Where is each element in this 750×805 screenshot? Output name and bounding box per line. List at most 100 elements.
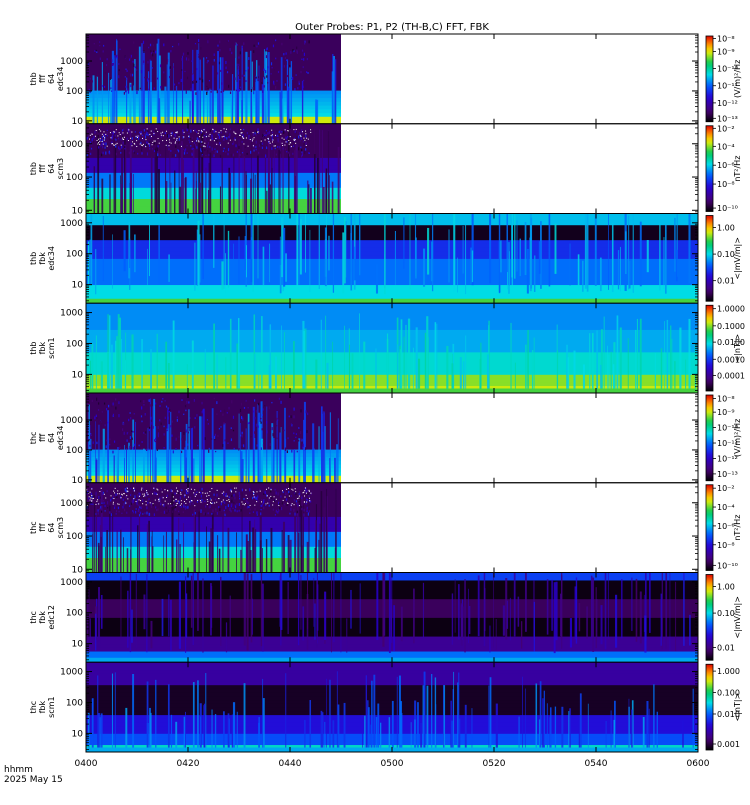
heatmap-streak [142, 51, 145, 124]
heatmap-white-dot [193, 492, 195, 494]
heatmap-row [86, 258, 698, 263]
heatmap-streak [97, 675, 99, 752]
panel-label-line: thc [29, 521, 38, 534]
heatmap-dot [127, 128, 129, 131]
heatmap-streak [236, 532, 237, 573]
heatmap-dot [159, 500, 162, 504]
heatmap-streak [205, 167, 207, 214]
heatmap-dot [191, 73, 193, 75]
heatmap-white-dot [176, 139, 178, 141]
heatmap-dot [135, 145, 137, 147]
heatmap-dot [238, 510, 240, 512]
heatmap-dot [135, 508, 137, 510]
heatmap-dot [213, 129, 215, 133]
heatmap-streak [546, 579, 549, 635]
heatmap-dot [228, 406, 230, 410]
heatmap-row [86, 340, 698, 345]
panel-label-line: 64 [47, 433, 56, 443]
heatmap-white-dot [155, 128, 157, 130]
heatmap-streak [208, 162, 210, 214]
heatmap-dot [181, 57, 183, 61]
heatmap-dot [120, 151, 122, 154]
heatmap-streak [471, 708, 473, 752]
heatmap-streak [214, 714, 217, 752]
heatmap-streak [250, 50, 252, 124]
heatmap-white-dot [157, 138, 159, 140]
heatmap-dot [263, 493, 265, 496]
heatmap-dot [256, 497, 258, 501]
heatmap-white-dot [156, 488, 158, 490]
heatmap-dot [302, 132, 304, 136]
heatmap-dot [307, 493, 309, 496]
heatmap-white-dot [264, 139, 266, 141]
heatmap-dot [112, 131, 114, 135]
heatmap-streak [90, 213, 93, 285]
heatmap-streak [163, 535, 165, 573]
heatmap-dot [285, 137, 288, 140]
heatmap-dot [94, 497, 96, 500]
heatmap-dot [213, 140, 215, 143]
heatmap-streak [600, 605, 603, 645]
heatmap-dot [268, 504, 270, 507]
heatmap-white-dot [186, 489, 188, 491]
heatmap-dot [183, 413, 185, 416]
colorbar-unit-label: nT²/Hz [733, 515, 742, 541]
panel-label-line: edc12 [47, 605, 56, 630]
heatmap-streak [483, 588, 486, 632]
heatmap-dot [216, 511, 218, 515]
heatmap-white-dot [139, 143, 141, 145]
heatmap-dot [292, 447, 294, 450]
heatmap-streak [619, 327, 622, 393]
heatmap-row [86, 228, 698, 233]
heatmap-streak [175, 85, 178, 124]
heatmap-streak [222, 502, 224, 573]
heatmap-dot [149, 141, 151, 144]
heatmap-row [86, 393, 341, 398]
heatmap-dot [171, 45, 174, 48]
heatmap-dot [123, 503, 125, 506]
heatmap-row [86, 501, 341, 506]
heatmap-dot [212, 138, 214, 140]
heatmap-streak [621, 579, 623, 639]
heatmap-dot [102, 50, 104, 53]
heatmap-dot [189, 496, 192, 499]
heatmap-streak [670, 325, 672, 393]
heatmap-dot [101, 502, 103, 504]
heatmap-dot [253, 91, 255, 95]
heatmap-dot [277, 146, 279, 148]
heatmap-dot [174, 439, 176, 442]
heatmap-dot [142, 131, 145, 135]
colorbar-tick-label: 10⁻⁹ [717, 408, 735, 417]
heatmap-white-dot [223, 128, 225, 130]
colorbar-tick-label: 10⁻¹² [717, 454, 738, 463]
heatmap-dot [148, 78, 150, 80]
heatmap-white-dot [204, 146, 206, 148]
heatmap-streak [561, 572, 563, 649]
heatmap-dot [129, 445, 131, 449]
colorbar-unit-label: <|nT|> [733, 334, 742, 363]
heatmap-dot [163, 43, 165, 47]
heatmap-streak [133, 85, 134, 124]
y-tick-label: 10 [72, 206, 84, 216]
heatmap-streak [295, 144, 298, 214]
heatmap-dot [301, 49, 304, 52]
heatmap-dot [153, 491, 155, 495]
heatmap-white-dot [122, 132, 124, 134]
heatmap-streak [88, 589, 90, 653]
heatmap-streak [373, 674, 376, 752]
heatmap-dot [148, 512, 151, 516]
heatmap-dot [261, 498, 263, 502]
heatmap-dot [124, 76, 126, 78]
heatmap-dot [224, 439, 226, 442]
heatmap-dot [160, 503, 162, 506]
heatmap-dot [262, 440, 265, 443]
heatmap-dot [220, 69, 222, 72]
heatmap-dot [99, 138, 102, 142]
heatmap-white-dot [158, 142, 160, 144]
heatmap-streak [250, 91, 252, 124]
heatmap-streak [89, 239, 91, 276]
heatmap-dot [300, 70, 302, 74]
heatmap-streak [631, 709, 633, 752]
heatmap-dot [182, 511, 184, 513]
heatmap-streak [281, 530, 283, 573]
